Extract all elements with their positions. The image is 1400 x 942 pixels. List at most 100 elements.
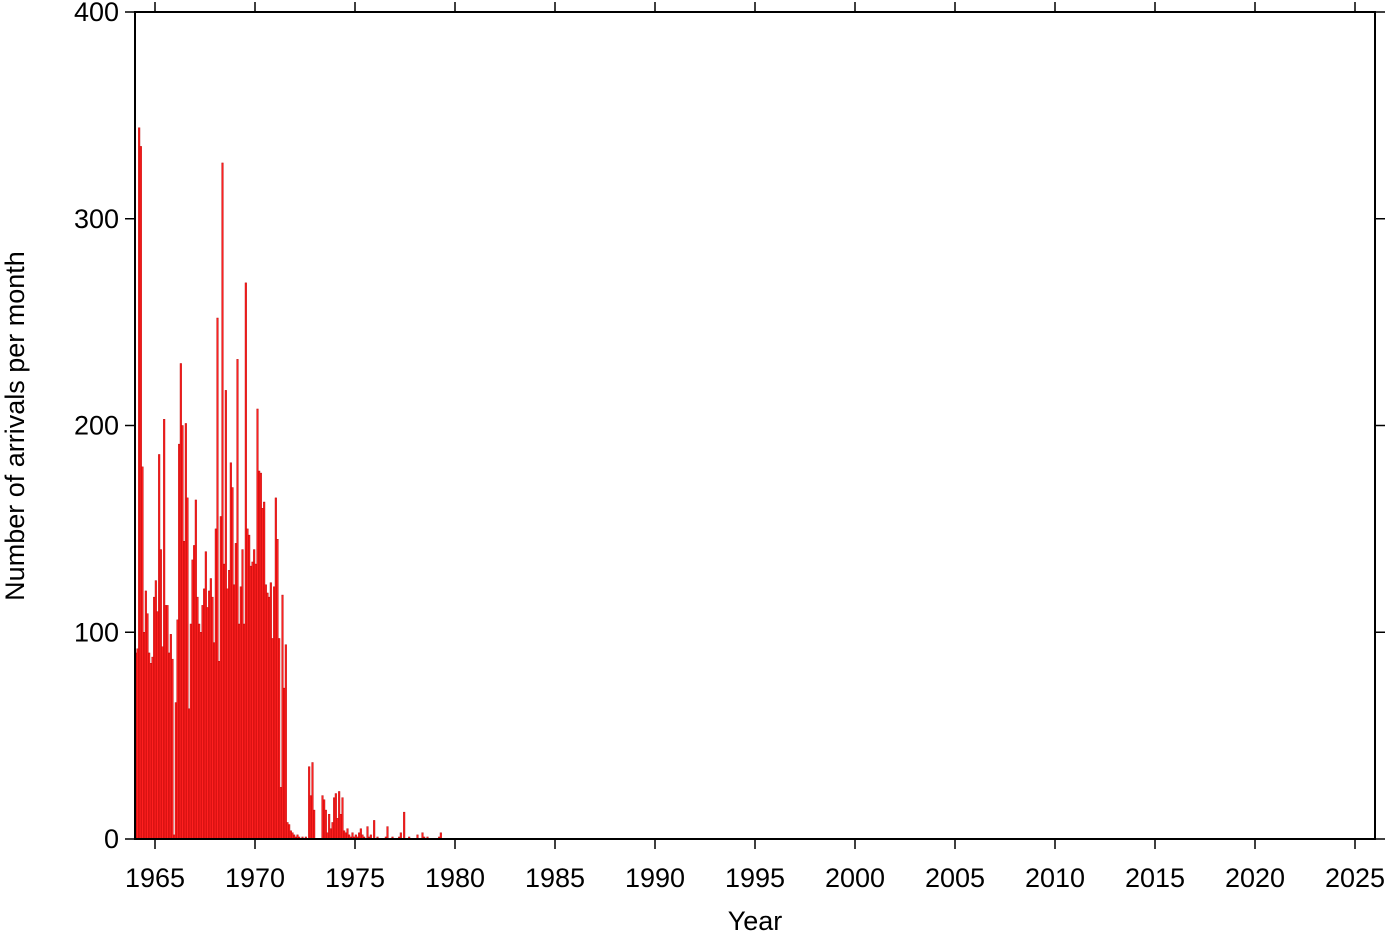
bar <box>246 528 249 840</box>
bar <box>141 466 144 840</box>
bar <box>288 824 291 840</box>
bar <box>188 708 191 840</box>
bar <box>136 648 139 840</box>
bar <box>386 826 389 840</box>
bar <box>321 795 324 840</box>
bar <box>373 820 376 840</box>
bar <box>268 596 271 840</box>
bar <box>254 563 257 840</box>
bar <box>228 570 231 840</box>
bar <box>229 462 232 840</box>
bar <box>329 828 332 840</box>
bar <box>324 809 327 840</box>
x-tick-label: 2000 <box>825 863 885 893</box>
bar <box>174 702 177 840</box>
bar <box>151 656 154 840</box>
bar <box>178 443 181 840</box>
bar <box>223 563 226 840</box>
bar <box>236 359 239 840</box>
bar <box>154 580 157 840</box>
bar <box>253 549 256 840</box>
bar <box>338 791 341 840</box>
bar <box>218 660 221 840</box>
bar <box>146 613 149 840</box>
bar <box>243 623 246 840</box>
bar <box>264 584 267 840</box>
bar <box>219 516 222 840</box>
bar <box>171 658 174 840</box>
bar <box>238 623 241 840</box>
bar <box>259 472 262 840</box>
bar <box>211 596 214 840</box>
bar <box>244 282 247 840</box>
bar <box>249 565 252 840</box>
bar <box>323 799 326 840</box>
bar <box>206 607 209 840</box>
bar <box>256 408 259 840</box>
bar <box>224 390 227 840</box>
bar <box>176 619 179 840</box>
bar <box>309 795 312 840</box>
x-tick-label: 2015 <box>1125 863 1185 893</box>
bar <box>169 634 172 840</box>
bar <box>221 162 224 840</box>
y-tick-label: 200 <box>74 411 119 441</box>
bar <box>181 425 184 840</box>
bar <box>216 317 219 840</box>
x-tick-label: 1970 <box>225 863 285 893</box>
bar <box>201 605 204 840</box>
bar <box>289 830 292 840</box>
bar <box>194 499 197 840</box>
bar <box>164 605 167 840</box>
bar <box>189 623 192 840</box>
bar <box>166 605 169 840</box>
x-tick-label: 1980 <box>425 863 485 893</box>
y-tick-label: 0 <box>104 824 119 854</box>
bar <box>208 590 211 840</box>
bar <box>278 638 281 840</box>
bar <box>233 584 236 840</box>
bar <box>191 559 194 840</box>
bar <box>339 813 342 840</box>
plot-frame <box>134 11 1376 840</box>
bar <box>159 549 162 840</box>
bar <box>138 127 141 840</box>
bar <box>313 809 316 840</box>
bar <box>239 586 242 840</box>
bar <box>274 497 277 840</box>
bar <box>226 588 229 840</box>
bar <box>203 588 206 840</box>
bar <box>241 549 244 840</box>
y-axis-label: Number of arrivals per month <box>0 251 30 601</box>
bar <box>269 582 272 840</box>
bar <box>261 508 264 840</box>
bar <box>193 545 196 840</box>
y-tick-label: 400 <box>74 0 119 27</box>
bar <box>183 541 186 840</box>
bar <box>343 830 346 840</box>
bar <box>403 811 406 840</box>
bar <box>334 793 337 840</box>
bar <box>158 454 161 840</box>
bar <box>209 578 212 840</box>
bar <box>198 623 201 840</box>
x-tick-label: 1990 <box>625 863 685 893</box>
bar <box>231 487 234 840</box>
bar <box>234 543 237 840</box>
bar <box>153 596 156 840</box>
bar <box>283 687 286 840</box>
bar <box>204 551 207 840</box>
bar <box>311 762 314 840</box>
bar <box>336 818 339 840</box>
bar <box>199 632 202 840</box>
bar <box>281 594 284 840</box>
bar <box>263 501 266 840</box>
y-tick-label: 100 <box>74 617 119 647</box>
x-tick-label: 1965 <box>125 863 185 893</box>
bar <box>251 561 254 840</box>
bar <box>284 644 287 840</box>
bar <box>328 813 331 840</box>
bar <box>168 652 171 840</box>
bar <box>341 797 344 840</box>
bar <box>139 146 142 840</box>
